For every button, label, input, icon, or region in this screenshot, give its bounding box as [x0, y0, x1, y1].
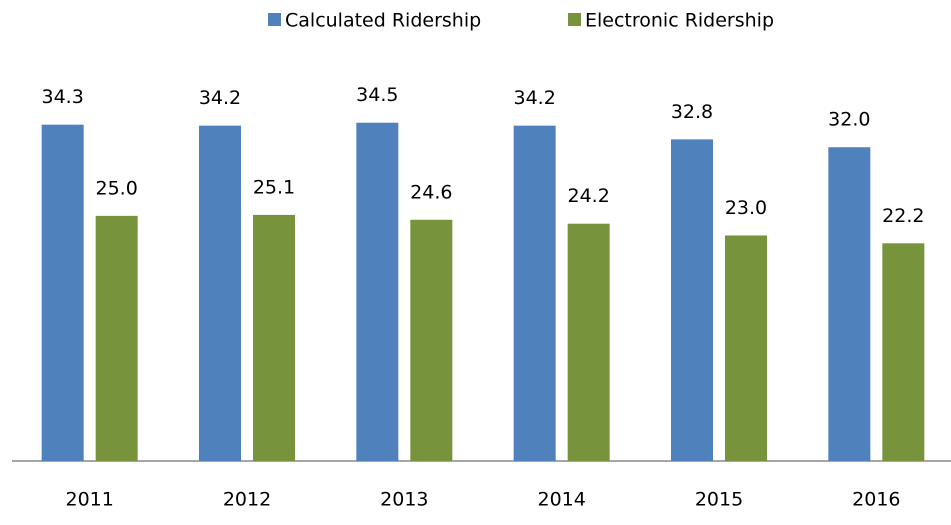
data-label: 25.1: [253, 176, 295, 198]
data-label: 32.0: [828, 109, 870, 131]
legend-label: Electronic Ridership: [585, 10, 774, 32]
legend-label: Calculated Ridership: [285, 10, 481, 32]
bar: [95, 215, 138, 461]
bar: [199, 125, 241, 462]
bar: [828, 147, 871, 461]
x-tick-label: 2012: [223, 489, 271, 511]
data-label: 24.2: [568, 185, 610, 207]
bar: [253, 214, 295, 461]
bar: [567, 223, 610, 461]
bar: [671, 139, 713, 461]
data-label: 34.2: [199, 87, 241, 109]
x-tick-label: 2016: [852, 489, 900, 511]
bar: [410, 219, 453, 461]
x-tick-label: 2011: [65, 489, 113, 511]
bar: [882, 243, 925, 461]
x-tick-label: 2014: [537, 489, 585, 511]
x-tick-label: 2015: [695, 489, 743, 511]
data-label: 22.2: [882, 205, 924, 227]
bar: [513, 125, 556, 462]
legend-swatch: [568, 13, 581, 26]
data-label: 25.0: [96, 177, 138, 199]
data-label: 34.2: [514, 87, 556, 109]
data-label: 34.3: [42, 86, 84, 108]
bar: [725, 235, 767, 461]
data-label: 34.5: [356, 84, 398, 106]
x-tick-label: 2013: [380, 489, 428, 511]
legend-swatch: [268, 13, 281, 26]
data-label: 32.8: [671, 101, 713, 123]
bar: [356, 122, 399, 461]
data-label: 24.6: [410, 181, 452, 203]
bar: [41, 124, 84, 462]
data-label: 23.0: [725, 197, 767, 219]
